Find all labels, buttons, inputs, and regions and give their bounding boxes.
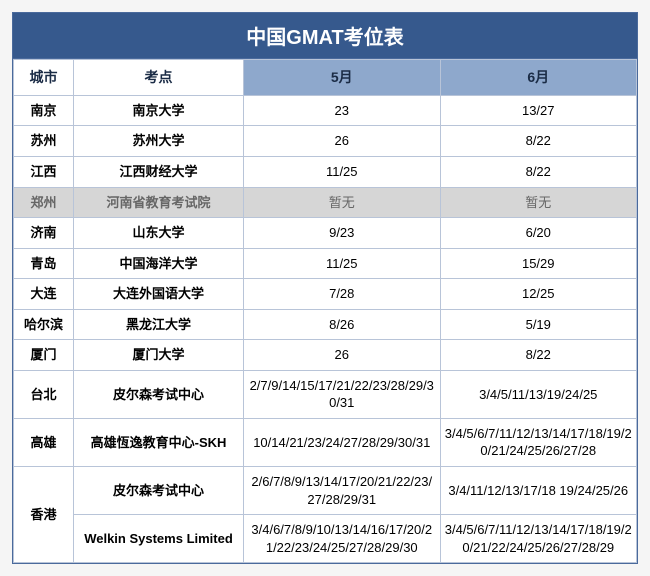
cell-june: 6/20 xyxy=(440,218,637,249)
table-title: 中国GMAT考位表 xyxy=(13,13,637,59)
cell-may: 11/25 xyxy=(244,156,441,187)
cell-site: 皮尔森考试中心 xyxy=(74,370,244,418)
header-row: 城市 考点 5月 6月 xyxy=(14,60,637,96)
cell-city: 高雄 xyxy=(14,418,74,466)
cell-june: 13/27 xyxy=(440,95,637,126)
table-row: 济南山东大学9/236/20 xyxy=(14,218,637,249)
cell-may: 26 xyxy=(244,126,441,157)
cell-city: 青岛 xyxy=(14,248,74,279)
cell-may: 8/26 xyxy=(244,309,441,340)
table-row: 高雄高雄恆逸教育中心-SKH10/14/21/23/24/27/28/29/30… xyxy=(14,418,637,466)
cell-june: 3/4/11/12/13/17/18 19/24/25/26 xyxy=(440,467,637,515)
cell-site: 中国海洋大学 xyxy=(74,248,244,279)
col-site: 考点 xyxy=(74,60,244,96)
cell-site: 大连外国语大学 xyxy=(74,279,244,310)
cell-city: 苏州 xyxy=(14,126,74,157)
cell-city: 大连 xyxy=(14,279,74,310)
col-may: 5月 xyxy=(244,60,441,96)
cell-city: 江西 xyxy=(14,156,74,187)
cell-may: 26 xyxy=(244,340,441,371)
cell-site: 江西财经大学 xyxy=(74,156,244,187)
cell-city: 南京 xyxy=(14,95,74,126)
cell-june: 5/19 xyxy=(440,309,637,340)
table-row: 江西江西财经大学11/258/22 xyxy=(14,156,637,187)
table-row: 南京南京大学2313/27 xyxy=(14,95,637,126)
cell-june: 3/4/5/6/7/11/12/13/14/17/18/19/20/21/24/… xyxy=(440,418,637,466)
cell-may: 10/14/21/23/24/27/28/29/30/31 xyxy=(244,418,441,466)
col-city: 城市 xyxy=(14,60,74,96)
cell-june: 8/22 xyxy=(440,340,637,371)
cell-city: 郑州 xyxy=(14,187,74,218)
gmat-seat-table: 中国GMAT考位表 城市 考点 5月 6月 南京南京大学2313/27苏州苏州大… xyxy=(12,12,638,564)
cell-site: 山东大学 xyxy=(74,218,244,249)
cell-may: 23 xyxy=(244,95,441,126)
cell-may: 3/4/6/7/8/9/10/13/14/16/17/20/21/22/23/2… xyxy=(244,515,441,563)
cell-june: 3/4/5/6/7/11/12/13/14/17/18/19/20/21/22/… xyxy=(440,515,637,563)
col-june: 6月 xyxy=(440,60,637,96)
cell-site: 南京大学 xyxy=(74,95,244,126)
table-row: 厦门厦门大学268/22 xyxy=(14,340,637,371)
cell-june: 8/22 xyxy=(440,126,637,157)
table-row: 香港皮尔森考试中心2/6/7/8/9/13/14/17/20/21/22/23/… xyxy=(14,467,637,515)
cell-city: 台北 xyxy=(14,370,74,418)
cell-city: 哈尔滨 xyxy=(14,309,74,340)
cell-city: 厦门 xyxy=(14,340,74,371)
cell-june: 15/29 xyxy=(440,248,637,279)
cell-city: 香港 xyxy=(14,467,74,563)
cell-city: 济南 xyxy=(14,218,74,249)
cell-site: 皮尔森考试中心 xyxy=(74,467,244,515)
cell-may: 2/7/9/14/15/17/21/22/23/28/29/30/31 xyxy=(244,370,441,418)
table-row: 大连大连外国语大学7/2812/25 xyxy=(14,279,637,310)
table-row: 哈尔滨黑龙江大学8/265/19 xyxy=(14,309,637,340)
cell-may: 暂无 xyxy=(244,187,441,218)
table-row: 苏州苏州大学268/22 xyxy=(14,126,637,157)
cell-june: 3/4/5/11/13/19/24/25 xyxy=(440,370,637,418)
cell-may: 11/25 xyxy=(244,248,441,279)
cell-june: 8/22 xyxy=(440,156,637,187)
table-row: 台北皮尔森考试中心2/7/9/14/15/17/21/22/23/28/29/3… xyxy=(14,370,637,418)
cell-may: 9/23 xyxy=(244,218,441,249)
cell-june: 12/25 xyxy=(440,279,637,310)
cell-may: 7/28 xyxy=(244,279,441,310)
cell-site: 高雄恆逸教育中心-SKH xyxy=(74,418,244,466)
table-row: Welkin Systems Limited3/4/6/7/8/9/10/13/… xyxy=(14,515,637,563)
cell-site: 厦门大学 xyxy=(74,340,244,371)
seat-table: 城市 考点 5月 6月 南京南京大学2313/27苏州苏州大学268/22江西江… xyxy=(13,59,637,563)
table-row: 青岛中国海洋大学11/2515/29 xyxy=(14,248,637,279)
cell-june: 暂无 xyxy=(440,187,637,218)
cell-site: 河南省教育考试院 xyxy=(74,187,244,218)
cell-site: 苏州大学 xyxy=(74,126,244,157)
cell-site: Welkin Systems Limited xyxy=(74,515,244,563)
table-row: 郑州河南省教育考试院暂无暂无 xyxy=(14,187,637,218)
cell-may: 2/6/7/8/9/13/14/17/20/21/22/23/27/28/29/… xyxy=(244,467,441,515)
cell-site: 黑龙江大学 xyxy=(74,309,244,340)
